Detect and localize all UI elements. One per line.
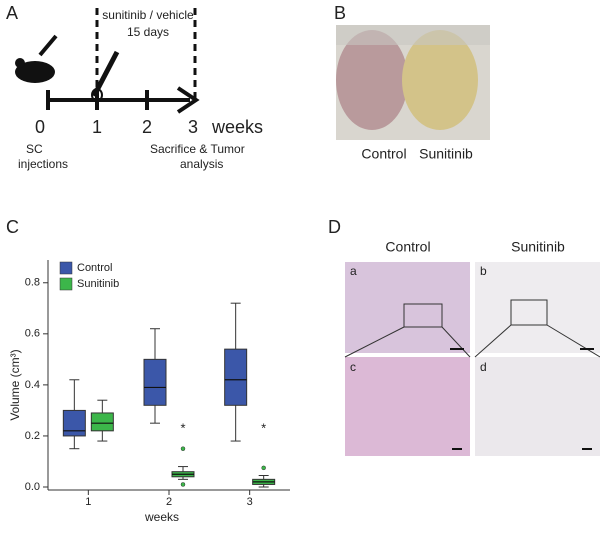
week-label: 0: [35, 117, 45, 137]
duration: 15 days: [127, 25, 169, 39]
histology-image: [345, 262, 470, 353]
column-title: Control: [385, 239, 430, 255]
y-tick-label: 0.8: [25, 277, 40, 289]
y-tick-label: 0.2: [25, 430, 40, 442]
image-label: a: [350, 264, 357, 278]
x-axis-label: weeks: [144, 510, 179, 524]
legend-label: Sunitinib: [77, 278, 119, 290]
week-label: 2: [142, 117, 152, 137]
y-tick-label: 0.0: [25, 481, 40, 493]
arrow: [176, 86, 200, 114]
y-tick-label: 0.6: [25, 328, 40, 340]
treatment: sunitinib / vehicle: [102, 8, 194, 22]
column-title: Sunitinib: [511, 239, 565, 255]
image-label: c: [350, 360, 356, 374]
outlier: [261, 465, 266, 471]
caption: Control: [361, 146, 406, 162]
histology-image: [345, 357, 470, 456]
legend-label: Control: [77, 262, 112, 274]
note: analysis: [180, 157, 223, 171]
image-label: d: [480, 360, 487, 374]
week-label: 3: [188, 117, 198, 137]
panel-label: B: [334, 3, 346, 23]
note: Sacrifice & Tumor: [150, 142, 245, 156]
outlier: [180, 446, 186, 451]
histology-image: [475, 357, 600, 456]
photo: [336, 25, 490, 140]
panel-label: C: [6, 217, 19, 237]
significance: *: [180, 420, 185, 435]
outlier: [180, 482, 186, 487]
unit: weeks: [211, 117, 263, 137]
week-label: 1: [92, 117, 102, 137]
significance: *: [261, 420, 266, 435]
note: injections: [18, 157, 68, 171]
note: SC: [26, 142, 43, 156]
box: [224, 348, 248, 406]
image-label: b: [480, 264, 487, 278]
syringe-icon: [91, 50, 120, 102]
x-tick-label: 1: [85, 496, 91, 508]
mouse-icon: [15, 34, 58, 83]
x-tick-label: 3: [247, 496, 253, 508]
x-tick-label: 2: [166, 496, 172, 508]
caption: Sunitinib: [419, 146, 473, 162]
legend-swatch: [59, 261, 73, 275]
y-tick-label: 0.4: [25, 379, 40, 391]
legend-swatch: [59, 277, 73, 291]
histology-image: [475, 262, 600, 353]
box: [143, 358, 167, 406]
y-axis-label: Volume (cm³): [8, 349, 22, 420]
panel-label: A: [6, 3, 18, 23]
zoom-box: [344, 299, 600, 358]
scale-bar: [450, 348, 594, 450]
box: [90, 412, 114, 432]
box: [62, 409, 86, 437]
panel-label: D: [328, 217, 341, 237]
